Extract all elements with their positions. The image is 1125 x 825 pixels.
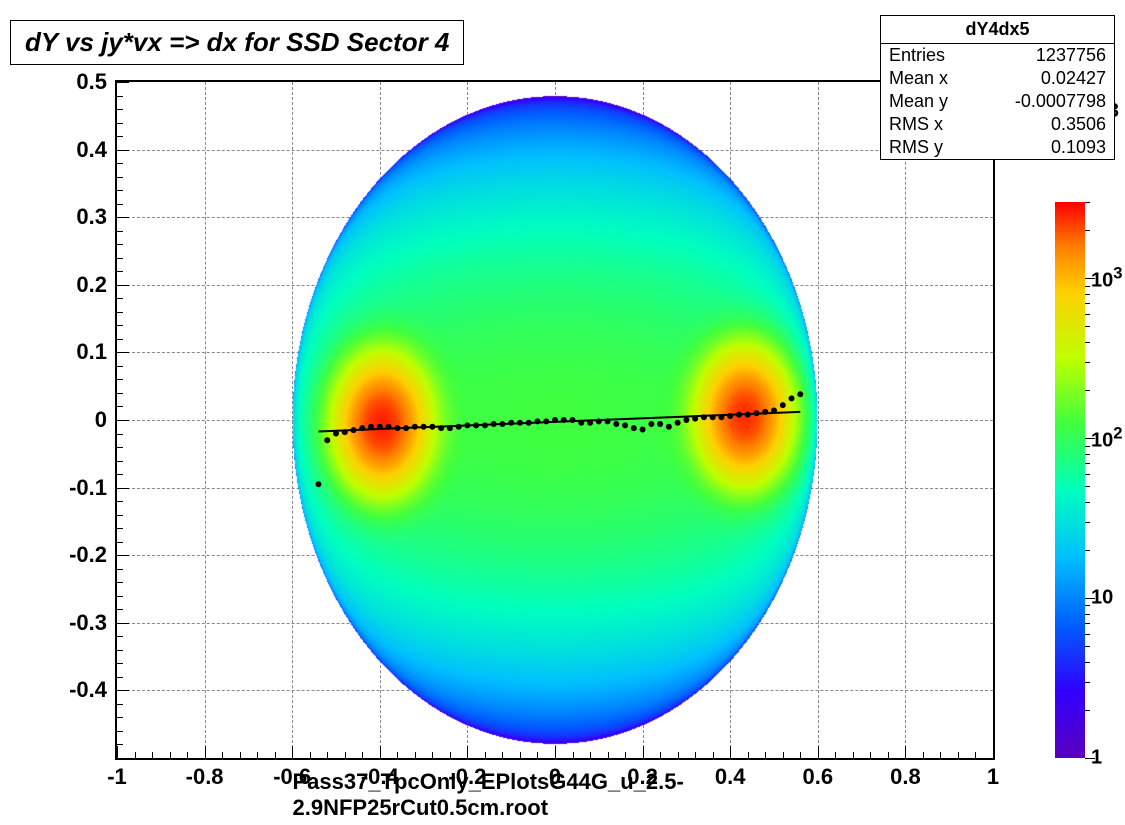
profile-marker — [762, 409, 768, 415]
x-tick-label: 1 — [987, 764, 999, 790]
y-tick-label: 0.5 — [76, 69, 107, 95]
y-tick-label: 0.1 — [76, 339, 107, 365]
profile-marker — [578, 420, 584, 426]
plot-area: -1-0.8-0.6-0.4-0.200.20.40.60.81-0.4-0.3… — [115, 80, 995, 760]
profile-marker — [596, 418, 602, 424]
profile-marker — [377, 424, 383, 430]
y-tick-label: 0.4 — [76, 137, 107, 163]
profile-marker — [333, 431, 339, 437]
profile-marker — [675, 420, 681, 426]
profile-marker — [421, 424, 427, 430]
profile-marker — [701, 414, 707, 420]
y-tick-label: -0.3 — [69, 610, 107, 636]
profile-marker — [561, 417, 567, 423]
file-caption: Pass37_TpcOnly_EPlotsG44G_u_2.5-2.9NFP25… — [293, 769, 856, 821]
profile-marker — [727, 413, 733, 419]
profile-marker — [534, 418, 540, 424]
profile-marker — [710, 414, 716, 420]
overlay — [117, 82, 993, 758]
profile-marker — [797, 391, 803, 397]
colorbar-tick-label: 10 — [1091, 587, 1113, 610]
profile-marker — [386, 424, 392, 430]
profile-marker — [692, 416, 698, 422]
profile-marker — [736, 412, 742, 418]
profile-marker — [412, 424, 418, 430]
y-tick-label: 0 — [95, 407, 107, 433]
profile-marker — [429, 424, 435, 430]
profile-marker — [438, 425, 444, 431]
profile-marker — [613, 421, 619, 427]
colorbar-tick-label: 1 — [1091, 747, 1102, 770]
profile-marker — [482, 422, 488, 428]
profile-marker — [640, 426, 646, 432]
profile-marker — [570, 417, 576, 423]
profile-marker — [666, 424, 672, 430]
x-tick-label: -0.8 — [186, 764, 224, 790]
profile-marker — [359, 425, 365, 431]
profile-marker — [324, 437, 330, 443]
profile-marker — [648, 421, 654, 427]
profile-marker — [780, 402, 786, 408]
profile-marker — [587, 420, 593, 426]
x-tick-label: -1 — [107, 764, 127, 790]
profile-marker — [753, 410, 759, 416]
profile-marker — [517, 420, 523, 426]
profile-marker — [745, 412, 751, 418]
profile-marker — [342, 429, 348, 435]
y-tick-label: 0.2 — [76, 272, 107, 298]
stats-box: dY4dx5 Entries1237756Mean x0.02427Mean y… — [880, 15, 1115, 160]
profile-marker — [526, 420, 532, 426]
stats-row: Mean y-0.0007798 — [881, 90, 1114, 113]
profile-marker — [543, 418, 549, 424]
stats-row: Entries1237756 — [881, 44, 1114, 67]
profile-marker — [771, 408, 777, 414]
profile-marker — [683, 417, 689, 423]
profile-marker — [491, 421, 497, 427]
colorbar: 110102103 — [1055, 202, 1085, 758]
profile-marker — [315, 481, 321, 487]
profile-marker — [456, 424, 462, 430]
profile-marker — [464, 422, 470, 428]
profile-marker — [552, 417, 558, 423]
profile-marker — [657, 421, 663, 427]
stats-row: RMS x0.3506 — [881, 113, 1114, 136]
y-tick-label: 0.3 — [76, 204, 107, 230]
x-tick-label: 0.8 — [890, 764, 921, 790]
colorbar-tick-label: 102 — [1091, 424, 1123, 453]
profile-marker — [403, 425, 409, 431]
plot-title: dY vs jy*vx => dx for SSD Sector 4 — [10, 20, 464, 65]
profile-marker — [718, 414, 724, 420]
y-tick-label: -0.1 — [69, 475, 107, 501]
profile-marker — [473, 422, 479, 428]
y-tick-label: -0.2 — [69, 542, 107, 568]
profile-marker — [789, 395, 795, 401]
profile-marker — [368, 424, 374, 430]
profile-marker — [447, 425, 453, 431]
profile-marker — [622, 422, 628, 428]
profile-marker — [499, 421, 505, 427]
stats-name: dY4dx5 — [881, 16, 1114, 44]
y-tick-label: -0.4 — [69, 677, 107, 703]
profile-marker — [508, 420, 514, 426]
colorbar-tick-label: 103 — [1091, 264, 1123, 293]
profile-marker — [394, 425, 400, 431]
profile-marker — [351, 427, 357, 433]
profile-marker — [631, 425, 637, 431]
profile-marker — [605, 418, 611, 424]
colorbar-gradient — [1055, 202, 1085, 758]
stats-row: Mean x0.02427 — [881, 67, 1114, 90]
stats-row: RMS y0.1093 — [881, 136, 1114, 159]
